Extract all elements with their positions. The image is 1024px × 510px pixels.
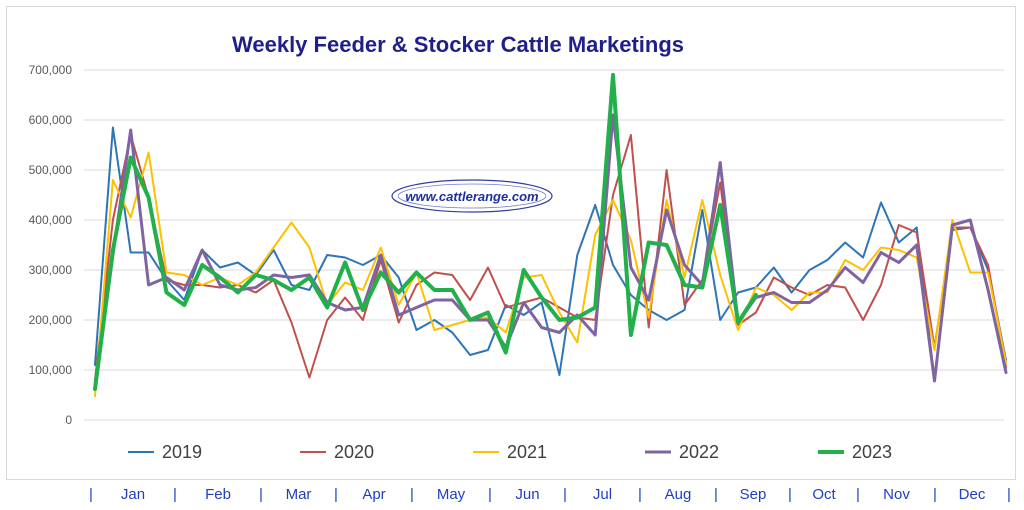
month-label-apr: Apr [362,486,385,503]
month-label-sep: Sep [740,486,767,503]
month-label-jul: Jul [593,486,612,503]
month-separator: | [1007,486,1011,503]
month-separator: | [488,486,492,503]
legend-label-2022: 2022 [679,442,719,462]
chart-frame [6,6,1016,480]
month-label-mar: Mar [286,486,312,503]
month-separator: | [714,486,718,503]
series-line-2023 [93,73,758,391]
y-tick-label: 100,000 [29,363,73,377]
month-label-may: May [437,486,466,503]
month-label-nov: Nov [883,486,910,503]
month-separator: | [410,486,414,503]
series-line-2020 [94,134,1007,381]
month-label-aug: Aug [665,486,692,503]
gridlines [84,69,1004,421]
month-separator: | [259,486,263,503]
series-line-2021 [94,151,1007,397]
y-tick-label: 300,000 [29,263,73,277]
month-separator: | [856,486,860,503]
month-label-jan: Jan [121,486,145,503]
month-axis: | | | | | | | | | | | | | Jan Feb Mar Apr May Jun Jul Aug Sep… [89,486,1011,503]
y-tick-label: 0 [65,413,72,427]
watermark-text: www.cattlerange.com [405,189,539,204]
series-line-2022 [93,113,1008,389]
y-tick-label: 200,000 [29,313,73,327]
y-tick-label: 700,000 [29,63,73,77]
chart-title: Weekly Feeder & Stocker Cattle Marketing… [232,32,684,57]
watermark-logo: www.cattlerange.com [391,179,553,213]
month-separator: | [563,486,567,503]
month-label-dec: Dec [959,486,986,503]
y-tick-label: 400,000 [29,213,73,227]
month-separator: | [788,486,792,503]
legend-label-2021: 2021 [507,442,547,462]
month-label-oct: Oct [812,486,836,503]
month-separator: | [933,486,937,503]
month-separator: | [334,486,338,503]
month-label-jun: Jun [515,486,539,503]
series-line-2019 [94,126,1007,381]
legend-label-2023: 2023 [852,442,892,462]
month-separator: | [638,486,642,503]
legend-label-2019: 2019 [162,442,202,462]
series-lines [93,73,1008,397]
month-separator: | [89,486,93,503]
y-axis-ticks: 0 100,000 200,000 300,000 400,000 500,000 600,… [29,63,73,427]
y-tick-label: 600,000 [29,113,73,127]
legend-label-2020: 2020 [334,442,374,462]
month-label-feb: Feb [205,486,231,503]
legend: 2019 2020 2021 2022 2023 [128,442,892,462]
y-tick-label: 500,000 [29,163,73,177]
month-separator: | [173,486,177,503]
